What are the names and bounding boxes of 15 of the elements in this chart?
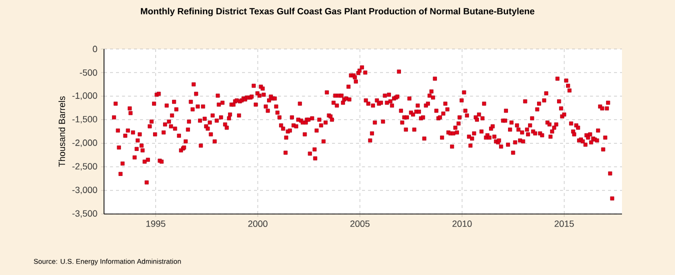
y-tick-label: -500 — [80, 69, 98, 76]
y-axis-title: Thousand Barrels — [58, 96, 66, 167]
chart-title: Monthly Refining District Texas Gulf Coast Gas Plant Production of Normal Butane-Butylene — [140, 8, 534, 16]
y-tick-label: -1,500 — [72, 116, 98, 124]
y-tick-label: -3,000 — [72, 186, 98, 194]
y-tick-label: -1,000 — [72, 92, 98, 100]
x-tick-label: 2005 — [350, 220, 370, 227]
y-tick-label: -2,500 — [72, 163, 98, 171]
x-tick-label: 2010 — [452, 220, 472, 227]
y-tick-label: 0 — [92, 46, 98, 52]
x-tick-label: 1995 — [146, 220, 166, 227]
x-tick-label: 2015 — [554, 220, 574, 227]
y-tick-label: -3,500 — [72, 210, 98, 218]
x-tick-label: 2000 — [248, 220, 268, 227]
y-tick-label: -2,000 — [72, 140, 98, 147]
